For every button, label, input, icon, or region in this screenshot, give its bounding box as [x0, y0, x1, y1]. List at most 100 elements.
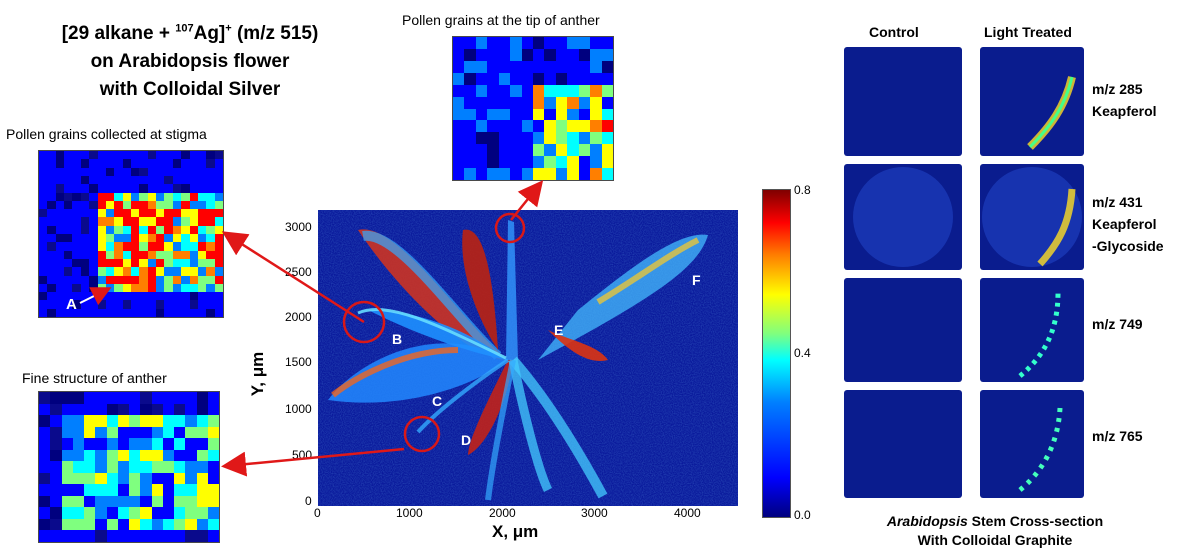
heatmap-cell: [162, 426, 174, 439]
heatmap-cell: [196, 495, 208, 508]
heatmap-cell: [181, 225, 190, 234]
heatmap-cell: [55, 192, 65, 201]
heatmap-cell: [164, 308, 173, 317]
heatmap-cell: [151, 438, 163, 450]
heatmap-cell: [453, 120, 465, 133]
heatmap-cell: [64, 234, 73, 243]
heatmap-cell: [105, 184, 115, 193]
heatmap-cell: [590, 96, 602, 109]
heatmap-cell: [578, 84, 591, 97]
heatmap-cell: [521, 144, 533, 157]
heatmap-cell: [544, 37, 556, 49]
heatmap-cell: [89, 175, 98, 185]
heatmap-cell: [555, 132, 568, 145]
heatmap-cell: [80, 267, 90, 276]
heatmap-cell: [164, 267, 173, 276]
heatmap-cell: [130, 159, 140, 168]
heatmap-cell: [95, 495, 107, 508]
heatmap-cell: [139, 225, 148, 234]
heatmap-cell: [206, 151, 215, 160]
anther-tip-inset: [452, 36, 614, 181]
heatmap-cell: [510, 132, 522, 145]
heatmap-cell: [122, 234, 131, 243]
heatmap-cell: [39, 438, 51, 450]
heatmap-cell: [172, 175, 182, 185]
heatmap-cell: [47, 250, 56, 259]
heatmap-cell: [47, 184, 56, 193]
heatmap-cell: [487, 37, 499, 49]
heatmap-cell: [147, 300, 157, 309]
heatmap-cell: [105, 167, 115, 176]
heatmap-cell: [498, 96, 511, 109]
heatmap-cell: [206, 184, 215, 193]
heatmap-cell: [105, 242, 115, 251]
heatmap-cell: [521, 132, 533, 145]
x-tick-3000: 3000: [581, 506, 608, 520]
heatmap-cell: [185, 392, 197, 404]
heatmap-cell: [185, 484, 197, 496]
heatmap-cell: [174, 507, 186, 519]
heatmap-cell: [80, 292, 90, 301]
heatmap-cell: [578, 144, 591, 157]
heatmap-cell: [84, 495, 96, 508]
heatmap-cell: [72, 530, 84, 542]
heatmap-cell: [578, 72, 591, 85]
heatmap-cell: [122, 267, 131, 276]
heatmap-cell: [181, 258, 190, 268]
heatmap-cell: [140, 530, 152, 542]
heatmap-cell: [162, 507, 174, 519]
heatmap-cell: [156, 151, 165, 160]
heatmap-cell: [590, 48, 602, 61]
heatmap-cell: [196, 530, 208, 542]
heatmap-cell: [72, 449, 84, 462]
heatmap-cell: [214, 225, 223, 234]
heatmap-cell: [172, 217, 182, 226]
heatmap-cell: [510, 120, 522, 133]
heatmap-cell: [185, 449, 197, 462]
heatmap-cell: [206, 175, 215, 185]
heatmap-cell: [106, 461, 118, 473]
heatmap-cell: [207, 472, 219, 485]
heatmap-cell: [555, 156, 568, 169]
heatmap-cell: [156, 159, 165, 168]
heatmap-cell: [122, 242, 131, 251]
label-mz431: m/z 431 Keapferol -Glycoside: [1092, 194, 1164, 254]
heatmap-cell: [130, 209, 140, 218]
heatmap-cell: [55, 200, 65, 210]
heatmap-cell: [185, 461, 197, 473]
heatmap-cell: [72, 415, 84, 427]
heatmap-cell: [521, 120, 533, 133]
heatmap-cell: [39, 392, 51, 404]
heatmap-cell: [544, 168, 556, 180]
heatmap-cell: [147, 250, 157, 259]
heatmap-cell: [129, 392, 141, 404]
heatmap-cell: [80, 200, 90, 210]
heatmap-cell: [39, 507, 51, 519]
heatmap-cell: [55, 283, 65, 293]
heatmap-cell: [533, 108, 545, 121]
heatmap-cell: [464, 72, 476, 85]
heatmap-cell: [84, 449, 96, 462]
heatmap-cell: [55, 151, 65, 160]
x-tick-1000: 1000: [396, 506, 423, 520]
heatmap-cell: [453, 60, 465, 73]
heatmap-cell: [189, 209, 198, 218]
heatmap-cell: [64, 283, 73, 293]
heatmap-cell: [181, 234, 190, 243]
heatmap-cell: [61, 449, 73, 462]
heatmap-cell: [39, 308, 48, 317]
heatmap-cell: [214, 184, 223, 193]
heatmap-cell: [39, 200, 48, 210]
heatmap-cell: [156, 250, 165, 259]
heatmap-cell: [196, 392, 208, 404]
heatmap-cell: [151, 449, 163, 462]
heatmap-cell: [55, 217, 65, 226]
heatmap-cell: [64, 242, 73, 251]
heatmap-cell: [567, 72, 579, 85]
heatmap-cell: [196, 518, 208, 531]
heatmap-cell: [114, 258, 123, 268]
heatmap-cell: [39, 518, 51, 531]
heatmap-cell: [214, 192, 223, 201]
heatmap-cell: [61, 403, 73, 416]
heatmap-cell: [97, 308, 106, 317]
